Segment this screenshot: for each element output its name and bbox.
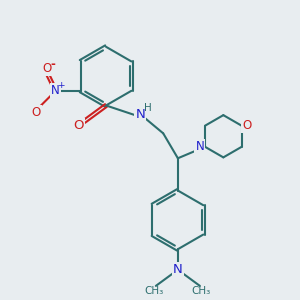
Text: O: O	[42, 62, 52, 75]
Text: O: O	[74, 118, 84, 132]
Text: N: N	[195, 140, 204, 153]
Text: O: O	[32, 106, 40, 119]
Text: -: -	[50, 58, 55, 71]
Text: N: N	[173, 263, 183, 276]
Text: N: N	[51, 84, 60, 97]
Text: N: N	[135, 108, 145, 121]
Text: H: H	[144, 103, 152, 112]
Text: CH₃: CH₃	[145, 286, 164, 296]
Text: CH₃: CH₃	[192, 286, 211, 296]
Text: +: +	[57, 81, 65, 90]
Text: O: O	[242, 119, 251, 132]
